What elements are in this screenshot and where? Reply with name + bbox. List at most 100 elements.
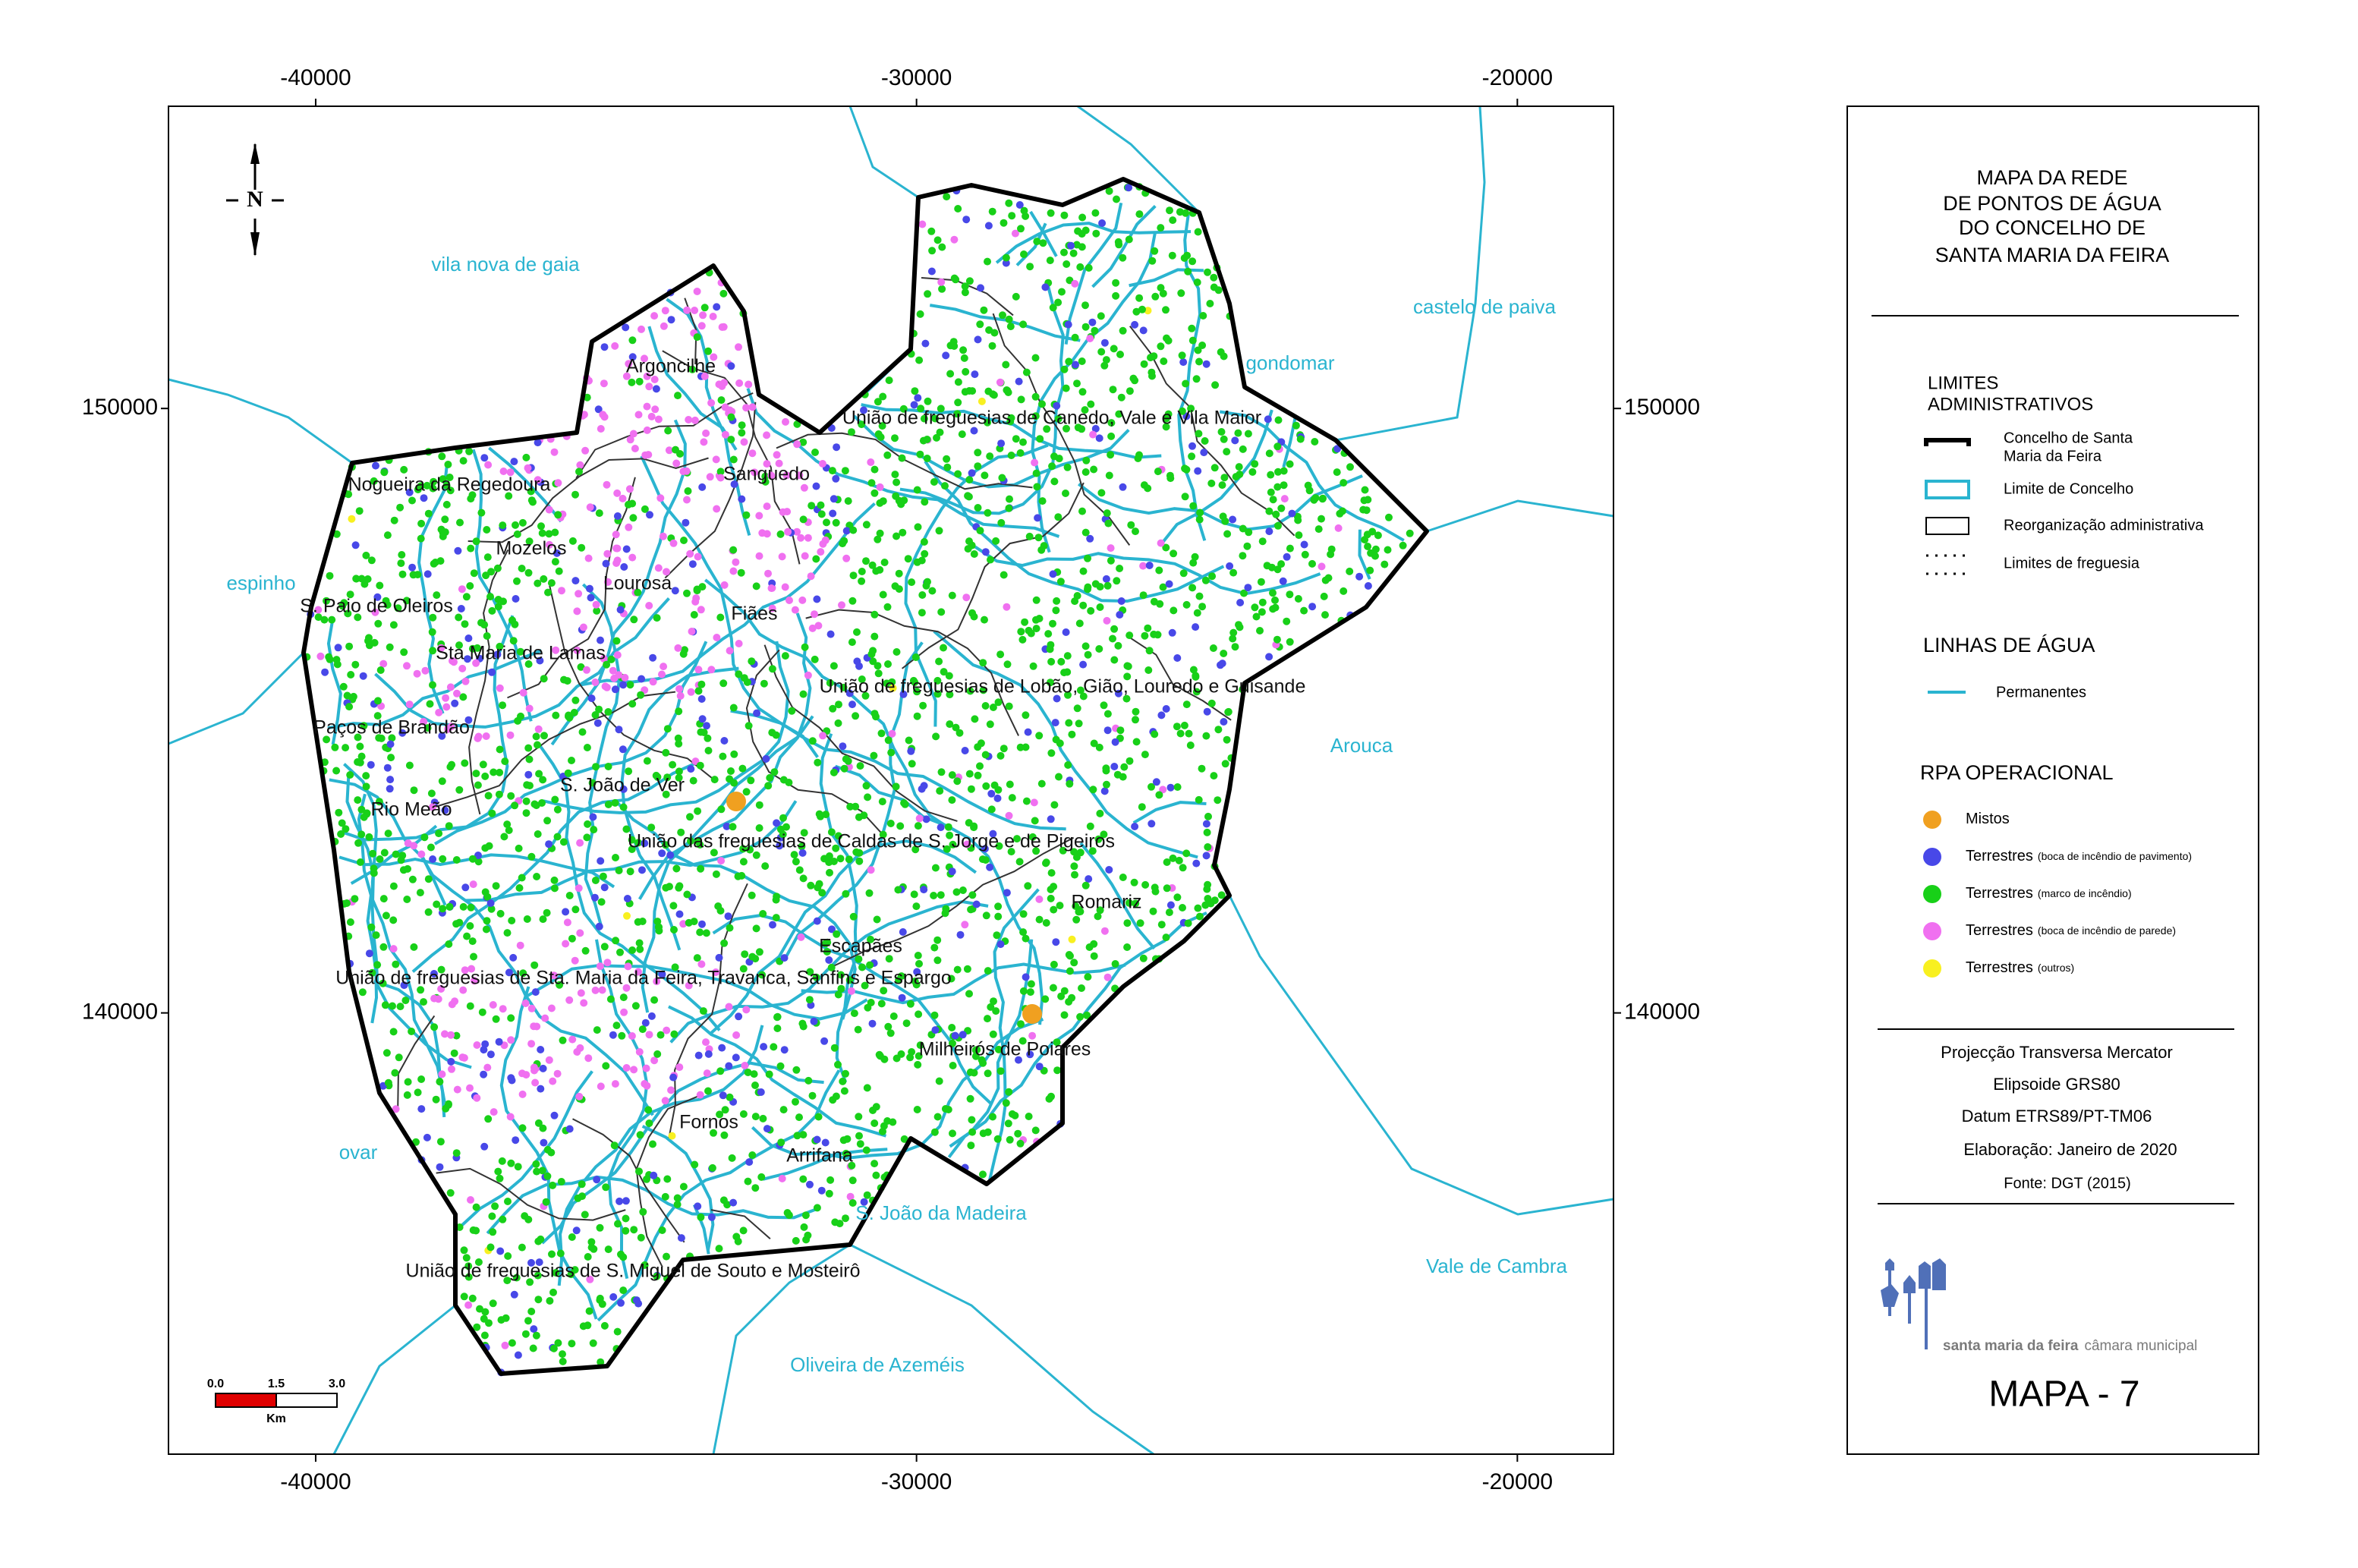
water-point [666, 851, 675, 859]
water-point [1031, 354, 1040, 362]
water-point [1078, 213, 1087, 222]
water-point [1018, 1037, 1027, 1045]
water-point [612, 637, 621, 645]
water-point [423, 1133, 431, 1141]
water-point [732, 1053, 740, 1062]
water-point [883, 1117, 892, 1125]
water-point [951, 1031, 959, 1040]
water-point [468, 855, 477, 863]
water-point [469, 880, 477, 889]
water-point [683, 589, 691, 597]
water-point [1091, 209, 1100, 217]
water-point [625, 360, 633, 368]
water-point [1031, 817, 1039, 825]
water-point [1090, 739, 1098, 748]
water-point [410, 943, 418, 951]
water-point [1271, 603, 1280, 612]
water-point [1105, 866, 1113, 874]
water-point [514, 716, 522, 725]
water-point [997, 518, 1006, 527]
water-point [1361, 486, 1369, 494]
logo-sub: câmara municipal [2084, 1338, 2197, 1354]
water-point [515, 844, 523, 852]
water-point [1189, 666, 1198, 674]
water-point [959, 886, 967, 894]
water-point [672, 864, 681, 873]
water-point [1050, 452, 1058, 461]
water-point [776, 842, 784, 850]
water-point [732, 1031, 741, 1039]
water-point [948, 796, 956, 804]
water-point [1244, 430, 1252, 438]
water-point [513, 577, 521, 585]
water-point [838, 601, 845, 609]
water-point [811, 655, 819, 663]
water-point [1084, 973, 1092, 981]
water-point [954, 470, 962, 478]
water-point [437, 985, 445, 993]
water-point [752, 582, 760, 590]
water-point [1132, 707, 1140, 716]
water-point [531, 1078, 540, 1087]
water-point [938, 243, 946, 251]
water-point [504, 1252, 512, 1260]
water-point [1286, 460, 1294, 468]
water-point [383, 1049, 391, 1057]
water-point [615, 867, 623, 874]
water-point [1066, 779, 1074, 788]
water-point [720, 939, 729, 947]
water-point [1069, 249, 1078, 257]
water-point [755, 824, 763, 832]
water-point [876, 1052, 884, 1060]
water-point [636, 945, 644, 953]
water-point [474, 858, 483, 866]
water-point [976, 527, 984, 535]
water-point [414, 1088, 422, 1097]
water-point [987, 1003, 995, 1011]
water-point [726, 647, 734, 655]
water-point [1000, 571, 1008, 579]
water-point [946, 370, 955, 378]
water-point [593, 719, 602, 727]
water-point [543, 817, 552, 825]
water-point [694, 837, 702, 845]
water-point [884, 660, 892, 668]
water-point [1092, 229, 1100, 238]
water-point [435, 830, 443, 838]
water-point [519, 688, 527, 697]
water-point [458, 585, 466, 594]
water-point [1096, 603, 1104, 611]
water-point [372, 931, 380, 940]
water-point [351, 895, 359, 903]
water-point [590, 826, 598, 834]
water-point [542, 1198, 550, 1206]
water-point [837, 984, 845, 993]
water-point [914, 523, 922, 531]
water-point [546, 1297, 554, 1305]
water-point [1221, 760, 1229, 768]
water-point [1094, 912, 1102, 921]
water-point [914, 822, 922, 830]
water-point [577, 989, 585, 997]
water-point [965, 277, 974, 285]
water-point [568, 757, 575, 764]
water-point [1112, 291, 1120, 300]
water-point [638, 918, 647, 925]
water-point [1033, 483, 1041, 491]
water-point [452, 1149, 461, 1157]
water-point [1286, 590, 1294, 599]
water-point [1292, 421, 1300, 430]
water-point [651, 405, 660, 414]
water-point [471, 977, 478, 985]
legend-note: (marco de incêndio) [2038, 887, 2132, 899]
water-point [762, 754, 770, 763]
water-point [690, 918, 698, 926]
water-point [1141, 880, 1150, 889]
parish-limit [805, 609, 1019, 736]
water-point [1002, 361, 1010, 369]
parish-label: Sta Maria de Lamas [436, 643, 606, 664]
water-point [1053, 1066, 1062, 1075]
water-point [1032, 469, 1040, 477]
water-point [1364, 543, 1372, 550]
water-point [933, 690, 942, 698]
